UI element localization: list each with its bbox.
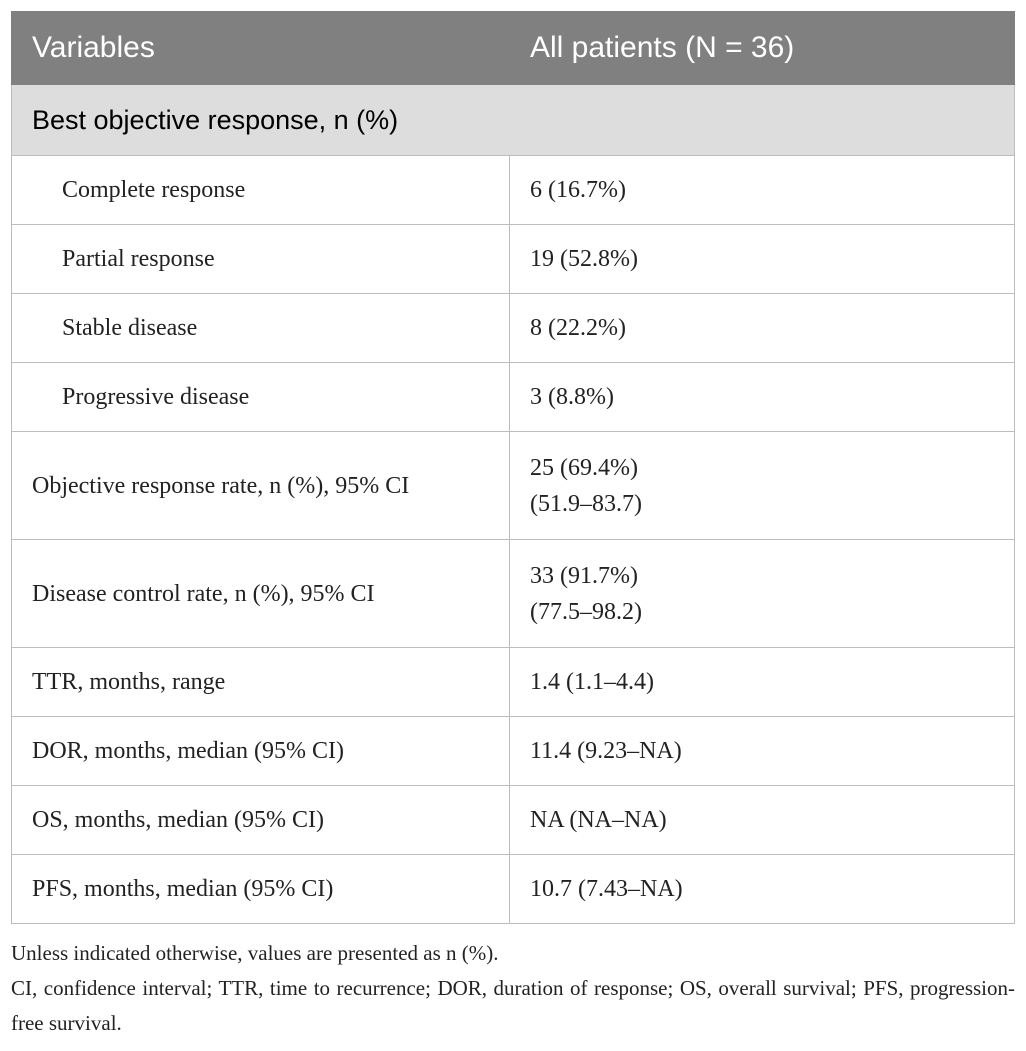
table-row: Complete response 6 (16.7%) [11,155,1015,225]
row-label: OS, months, median (95% CI) [11,785,510,855]
value-line: 33 (91.7%) [530,562,638,589]
table-row: Disease control rate, n (%), 95% CI 33 (9… [11,539,1015,648]
results-table: Variables All patients (N = 36) Best obj… [11,11,1015,924]
row-label: DOR, months, median (95% CI) [11,716,510,786]
row-value: 1.4 (1.1–4.4) [509,647,1015,717]
value-line: (51.9–83.7) [530,490,642,517]
value-line: 8 (22.2%) [530,315,626,341]
row-label: Disease control rate, n (%), 95% CI [11,539,510,648]
row-value: 11.4 (9.23–NA) [509,716,1015,786]
row-label: PFS, months, median (95% CI) [11,854,510,924]
row-value: 19 (52.8%) [509,224,1015,294]
row-value: 3 (8.8%) [509,362,1015,432]
value-line: 11.4 (9.23–NA) [530,738,682,764]
table-row: PFS, months, median (95% CI) 10.7 (7.43–N… [11,854,1015,924]
row-label: Progressive disease [11,362,510,432]
row-value: 33 (91.7%) (77.5–98.2) [509,539,1015,648]
table-row: TTR, months, range 1.4 (1.1–4.4) [11,647,1015,717]
header-row: Variables All patients (N = 36) [11,11,1015,85]
row-label: Stable disease [11,293,510,363]
value-line: 10.7 (7.43–NA) [530,876,683,902]
table-row: Stable disease 8 (22.2%) [11,293,1015,363]
header-cell: All patients (N = 36) [509,11,1015,85]
value-line: 19 (52.8%) [530,246,638,272]
row-label: TTR, months, range [11,647,510,717]
table-body: Best objective response, n (%) Complete … [11,84,1015,924]
section-title: Best objective response, n (%) [11,84,1015,156]
value-line: 25 (69.4%) [530,454,638,481]
table-row: Progressive disease 3 (8.8%) [11,362,1015,432]
value-line: NA (NA–NA) [530,807,667,833]
row-value: 25 (69.4%) (51.9–83.7) [509,431,1015,540]
row-value: NA (NA–NA) [509,785,1015,855]
header-cell: Variables [11,11,510,85]
row-label: Complete response [11,155,510,225]
row-value: 8 (22.2%) [509,293,1015,363]
table-row: Partial response 19 (52.8%) [11,224,1015,294]
footnote: Unless indicated otherwise, values are p… [11,941,499,965]
section-row: Best objective response, n (%) [11,84,1015,156]
row-value: 6 (16.7%) [509,155,1015,225]
value-line: 1.4 (1.1–4.4) [530,669,654,695]
table-row: Objective response rate, n (%), 95% CI 25… [11,431,1015,540]
value-line: (77.5–98.2) [530,598,642,625]
row-label: Partial response [11,224,510,294]
footnote: CI, confidence interval; TTR, time to re… [11,976,1015,1035]
row-value: 10.7 (7.43–NA) [509,854,1015,924]
value-line: 6 (16.7%) [530,177,626,203]
table-row: DOR, months, median (95% CI) 11.4 (9.23–N… [11,716,1015,786]
footnotes: Unless indicated otherwise, values are p… [11,936,1015,1041]
value-line: 3 (8.8%) [530,384,614,410]
row-label: Objective response rate, n (%), 95% CI [11,431,510,540]
table-row: OS, months, median (95% CI) NA (NA–NA) [11,785,1015,855]
